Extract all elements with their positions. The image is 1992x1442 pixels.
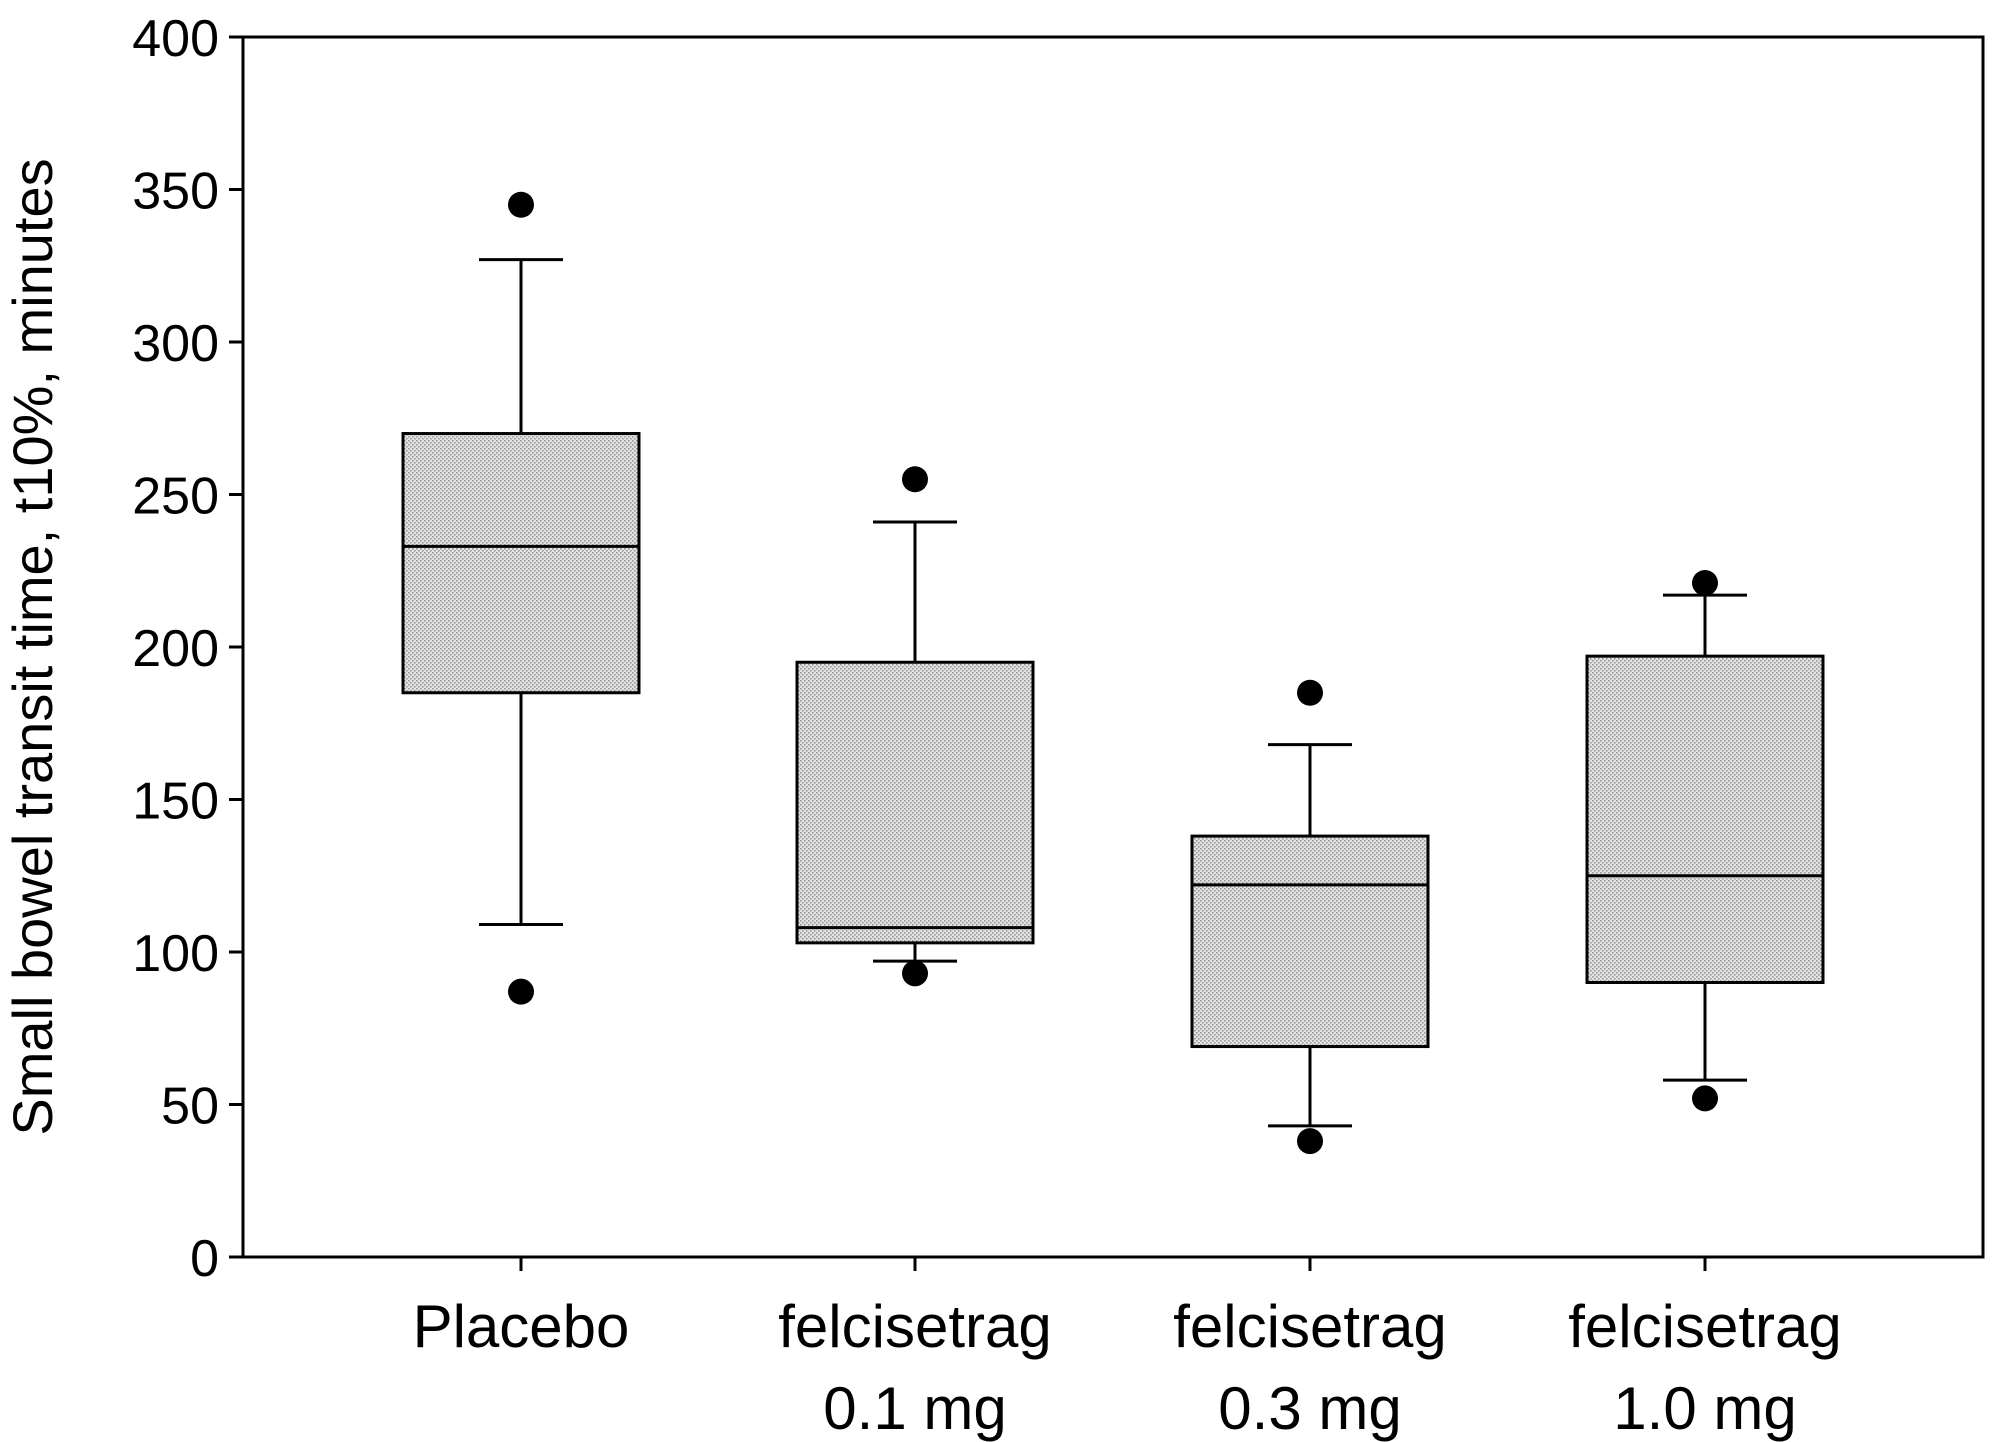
x-axis: Placebo felcisetrag 0.1 mg felcisetrag 0.3 m…	[413, 1257, 1842, 1442]
x-category-label: Placebo	[413, 1293, 630, 1360]
iqr-box	[795, 660, 1035, 945]
boxes-layer	[401, 191, 1825, 1155]
y-tick-label: 0	[190, 1230, 219, 1288]
outlier-point	[508, 978, 534, 1005]
x-category-label: 0.3 mg	[1218, 1375, 1401, 1442]
x-category-label: felcisetrag	[778, 1293, 1051, 1360]
y-tick-label: 150	[132, 773, 219, 831]
outlier-point	[1297, 1128, 1323, 1155]
iqr-box	[1190, 834, 1430, 1049]
y-axis: 0 50 100 150 200 250 300 350 400	[132, 10, 243, 1288]
box-group	[401, 191, 641, 1005]
outlier-point	[1692, 1085, 1718, 1112]
outlier-point	[508, 191, 534, 218]
x-category-label: 1.0 mg	[1613, 1375, 1796, 1442]
x-category-label: 0.1 mg	[823, 1375, 1006, 1442]
y-tick-label: 50	[161, 1078, 219, 1136]
outlier-point	[1297, 679, 1323, 706]
y-tick-label: 400	[132, 10, 219, 68]
outlier-point	[902, 466, 928, 493]
box-group	[1585, 569, 1825, 1112]
y-tick-label: 100	[132, 925, 219, 983]
y-tick-label: 250	[132, 468, 219, 526]
x-category-label: felcisetrag	[1173, 1293, 1446, 1360]
outlier-point	[1692, 569, 1718, 596]
iqr-box	[401, 432, 641, 695]
box-group	[1190, 679, 1430, 1155]
x-category-label: felcisetrag	[1568, 1293, 1841, 1360]
y-tick-label: 300	[132, 315, 219, 373]
y-axis-title: Small bowel transit time, t10%, minutes	[1, 158, 64, 1135]
box-group	[795, 466, 1035, 987]
iqr-box	[1585, 654, 1825, 985]
y-tick-label: 350	[132, 163, 219, 221]
y-tick-label: 200	[132, 620, 219, 678]
outlier-point	[902, 960, 928, 987]
